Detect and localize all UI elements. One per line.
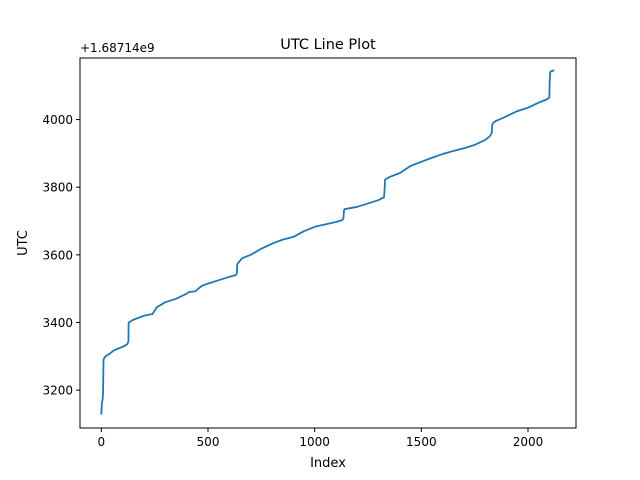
y-tick-label: 3800 (42, 181, 73, 195)
x-tick-label: 1500 (406, 435, 437, 449)
x-axis-label: Index (310, 456, 346, 471)
x-tick-label: 500 (197, 435, 220, 449)
plot-area (100, 69, 555, 415)
series-line-utc (100, 69, 555, 415)
x-tick-label: 1000 (299, 435, 330, 449)
y-axis-label: UTC (16, 230, 31, 256)
chart-title: UTC Line Plot (280, 37, 376, 53)
y-tick-label: 4000 (42, 113, 73, 127)
y-tick-label: 3600 (42, 248, 73, 262)
axes-frame (79, 57, 577, 429)
y-tick-label: 3400 (42, 316, 73, 330)
y-axis-offset-label: +1.68714e9 (80, 41, 155, 55)
x-tick-label: 0 (98, 435, 106, 449)
x-tick-label: 2000 (513, 435, 544, 449)
y-tick-label: 3200 (42, 384, 73, 398)
x-axis-ticks: 0 500 1000 1500 2000 (98, 428, 544, 449)
y-axis-ticks: 3200 3400 3600 3800 4000 (42, 113, 80, 398)
